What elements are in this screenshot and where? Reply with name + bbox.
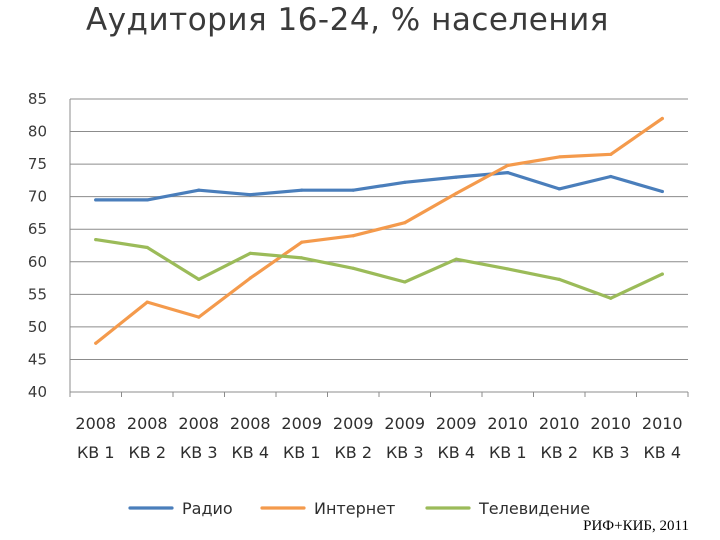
data-point <box>403 180 407 184</box>
y-tick-label: 50 <box>28 318 47 336</box>
data-point <box>454 175 458 179</box>
x-tick-label-quarter: КВ 1 <box>489 443 527 462</box>
x-tick-label-year: 2010 <box>642 414 683 433</box>
x-tick-label-year: 2009 <box>384 414 425 433</box>
y-tick-label: 70 <box>28 188 47 206</box>
x-tick-label-year: 2009 <box>436 414 477 433</box>
x-tick-label-quarter: КВ 1 <box>77 443 115 462</box>
data-point <box>94 238 98 242</box>
x-tick-label-quarter: КВ 4 <box>231 443 269 462</box>
data-point <box>197 315 201 319</box>
data-point <box>557 187 561 191</box>
data-point <box>197 188 201 192</box>
data-point <box>609 152 613 156</box>
data-point <box>609 174 613 179</box>
data-point <box>248 251 252 255</box>
x-tick-label-year: 2008 <box>127 414 168 433</box>
data-point <box>454 257 458 261</box>
y-tick-label: 85 <box>28 90 47 108</box>
data-point <box>300 256 304 260</box>
data-point <box>506 170 510 175</box>
data-point <box>660 272 664 276</box>
data-point <box>145 198 149 202</box>
data-point <box>506 267 510 271</box>
data-point <box>609 296 613 300</box>
data-point <box>248 193 252 197</box>
data-point <box>660 189 664 194</box>
data-point <box>94 198 98 202</box>
x-tick-label-year: 2010 <box>590 414 631 433</box>
x-tick-label-year: 2009 <box>281 414 322 433</box>
x-tick-label-year: 2008 <box>75 414 116 433</box>
series-line-2 <box>94 116 664 345</box>
data-point <box>557 155 561 159</box>
data-point <box>403 221 407 225</box>
data-point <box>454 191 458 196</box>
legend-label: Радио <box>182 499 233 518</box>
data-point <box>197 277 201 281</box>
data-point <box>351 266 355 270</box>
series-line-3 <box>94 238 664 300</box>
data-point <box>403 280 407 284</box>
x-tick-label-year: 2010 <box>539 414 580 433</box>
x-tick-label-quarter: КВ 3 <box>386 443 424 462</box>
x-tick-label-quarter: КВ 1 <box>283 443 321 462</box>
x-tick-label-quarter: КВ 2 <box>334 443 372 462</box>
legend-label: Телевидение <box>478 499 590 518</box>
chart-title: Аудитория 16-24, % населения <box>86 2 609 38</box>
data-point <box>300 240 304 244</box>
x-tick-label-quarter: КВ 3 <box>180 443 218 462</box>
y-tick-label: 65 <box>28 220 47 238</box>
x-tick-label-quarter: КВ 4 <box>643 443 681 462</box>
x-tick-label-quarter: КВ 2 <box>128 443 166 462</box>
y-tick-label: 40 <box>28 383 47 401</box>
series-line-1 <box>94 171 664 202</box>
x-tick-label-quarter: КВ 3 <box>592 443 630 462</box>
x-tick-label-year: 2009 <box>333 414 374 433</box>
legend-label: Интернет <box>314 499 395 518</box>
data-point <box>351 234 355 238</box>
x-tick-label-year: 2008 <box>178 414 219 433</box>
data-point <box>300 188 304 192</box>
data-point <box>145 245 149 250</box>
data-point <box>248 276 252 280</box>
data-point <box>94 341 98 345</box>
source-note: РИФ+КИБ, 2011 <box>583 518 689 534</box>
data-point <box>506 163 510 168</box>
data-point <box>351 188 355 192</box>
data-point <box>145 300 149 304</box>
y-tick-label: 55 <box>28 285 47 303</box>
y-tick-label: 80 <box>28 123 47 141</box>
x-tick-label-quarter: КВ 2 <box>540 443 578 462</box>
y-tick-label: 45 <box>28 350 47 368</box>
x-tick-label-year: 2010 <box>487 414 528 433</box>
x-tick-label-year: 2008 <box>230 414 271 433</box>
y-tick-label: 75 <box>28 155 47 173</box>
data-point <box>660 116 664 121</box>
y-tick-label: 60 <box>28 253 47 271</box>
x-tick-label-quarter: КВ 4 <box>437 443 475 462</box>
data-point <box>557 277 561 281</box>
